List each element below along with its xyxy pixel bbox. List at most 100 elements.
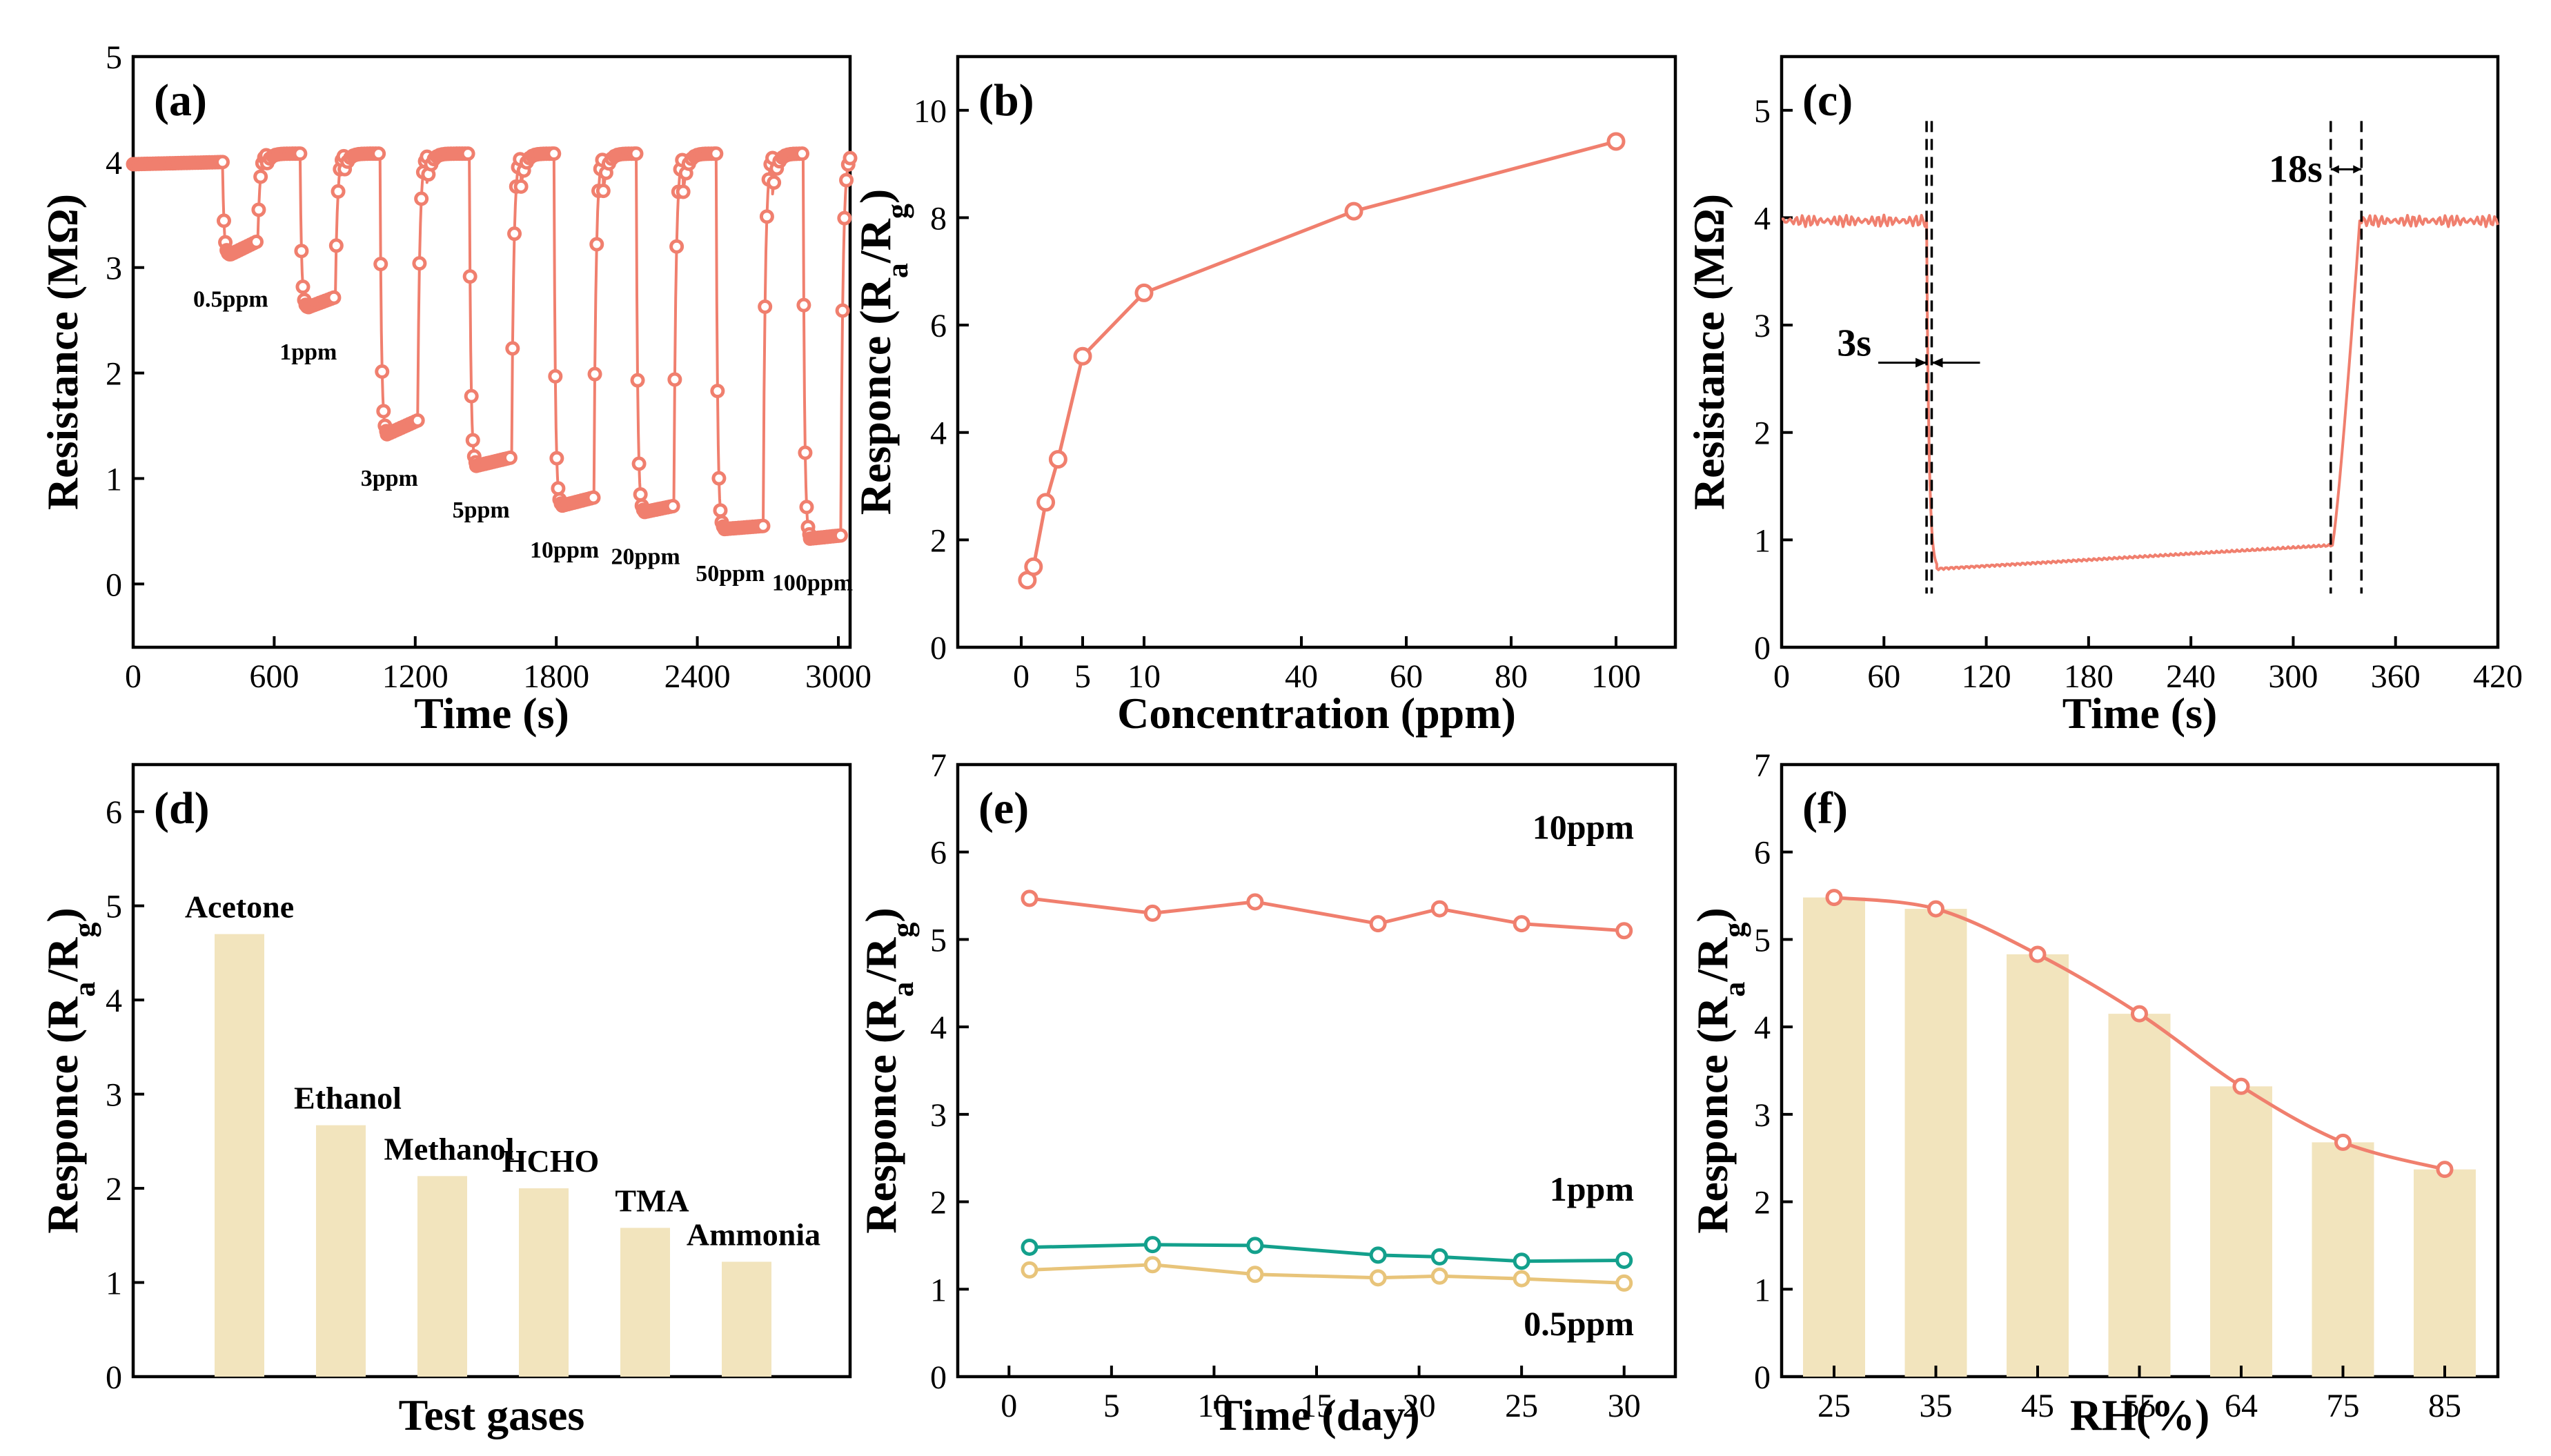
y-tick-label: 0	[1754, 630, 1771, 667]
y-tick-label: 0	[106, 567, 122, 603]
panel-label: (b)	[978, 75, 1034, 126]
bar	[620, 1228, 670, 1377]
y-tick-label: 1	[930, 1272, 947, 1308]
data-point	[251, 202, 266, 217]
panel-a: (a) 0 1 2 3 4 5 0 600 1200 1800 2400 3000 Time (s) Res…	[38, 39, 871, 738]
x-tick-label: 60	[1390, 658, 1423, 695]
data-point	[1927, 900, 1944, 918]
y-tick-label: 5	[930, 922, 947, 958]
data-point	[665, 498, 680, 513]
y-tick-label: 7	[930, 747, 947, 784]
data-point	[1615, 1274, 1633, 1292]
data-point	[465, 433, 480, 448]
y-tick-label: 3	[1754, 308, 1771, 344]
arrow-head	[2353, 165, 2362, 174]
y-tick-label: 3	[1754, 1097, 1771, 1134]
data-point	[1825, 889, 1843, 907]
data-point	[1615, 1251, 1633, 1269]
data-point	[1430, 900, 1448, 918]
y-tick-label: 2	[1754, 415, 1771, 452]
x-tick-label: 120	[1962, 658, 2011, 695]
x-tick-label: 600	[249, 658, 299, 695]
bar	[519, 1188, 569, 1377]
data-point	[709, 146, 724, 161]
data-point	[759, 209, 774, 224]
response-time-label: 3s	[1837, 322, 1871, 365]
data-point	[1021, 1238, 1038, 1256]
data-point	[293, 146, 308, 161]
series-label: 1ppm	[1550, 1170, 1634, 1208]
data-point	[756, 518, 771, 533]
data-point	[633, 486, 648, 502]
x-tick-label: 60	[1867, 658, 1900, 695]
series-line	[1029, 1243, 1624, 1263]
bar	[316, 1125, 366, 1377]
x-axis-title: Time (s)	[414, 689, 569, 738]
y-tick-label: 3	[106, 1077, 122, 1114]
x-tick-label: 40	[1285, 658, 1318, 695]
data-point	[376, 404, 391, 419]
bar-label: Methanol	[384, 1131, 514, 1166]
data-point	[589, 237, 604, 252]
y-tick-label: 3	[106, 250, 122, 287]
y-tick-label: 8	[930, 200, 947, 237]
y-axis-title: Resistance (MΩ)	[1684, 194, 1733, 510]
x-tick-label: 0	[1773, 658, 1790, 695]
panel-label: (e)	[978, 783, 1029, 834]
panel-label: (f)	[1802, 783, 1848, 834]
data-point	[2131, 1005, 2148, 1023]
data-point	[758, 299, 773, 314]
data-point	[549, 451, 564, 466]
data-point	[551, 481, 566, 496]
bar	[417, 1176, 467, 1377]
y-tick-label: 0	[106, 1359, 122, 1396]
data-point	[839, 173, 854, 188]
concentration-label: 0.5ppm	[193, 286, 268, 312]
x-tick-label: 0	[125, 658, 141, 695]
data-point	[710, 384, 725, 399]
data-point	[1048, 450, 1067, 469]
bar-label: Acetone	[185, 889, 294, 925]
concentration-label: 50ppm	[696, 561, 765, 587]
data-point	[371, 146, 386, 161]
concentration-label: 5ppm	[453, 498, 510, 523]
y-tick-label: 0	[930, 630, 947, 667]
data-point	[799, 500, 814, 515]
data-point	[843, 150, 858, 166]
data-point	[2436, 1161, 2454, 1179]
y-tick-label: 6	[930, 835, 947, 872]
x-tick-label: 25	[1818, 1388, 1851, 1424]
x-axis-title: Test gases	[399, 1390, 585, 1439]
data-point	[1143, 1256, 1161, 1274]
data-point	[546, 146, 562, 161]
bar	[215, 934, 264, 1377]
x-tick-label: 5	[1074, 658, 1091, 695]
bar	[2210, 1086, 2272, 1377]
x-tick-label: 180	[2064, 658, 2114, 695]
data-point	[2029, 945, 2047, 963]
y-tick-label: 0	[1754, 1359, 1771, 1396]
y-tick-label: 4	[106, 983, 122, 1019]
y-tick-label: 1	[1754, 522, 1771, 559]
data-point	[375, 364, 390, 380]
bar-label: Ammonia	[687, 1217, 820, 1252]
series-line	[1029, 1263, 1624, 1285]
data-point	[1369, 915, 1387, 933]
data-point	[295, 279, 311, 295]
x-tick-label: 64	[2225, 1388, 2258, 1424]
x-tick-label: 0	[1001, 1388, 1017, 1424]
x-tick-label: 45	[2021, 1388, 2054, 1424]
panel-c: (c) 0 1 2 3 4 5 0 60 120 180 240 300 360 420 Time (s) Re…	[1684, 55, 2523, 738]
data-point	[630, 373, 645, 388]
data-point	[462, 269, 477, 284]
data-point	[1344, 201, 1363, 221]
x-tick-label: 0	[1013, 658, 1030, 695]
data-point	[586, 490, 601, 505]
concentration-label: 20ppm	[611, 544, 680, 569]
concentration-label: 100ppm	[772, 571, 853, 596]
data-point	[215, 155, 230, 170]
recovery-time-label: 18s	[2269, 148, 2323, 190]
y-tick-label: 2	[930, 1185, 947, 1221]
